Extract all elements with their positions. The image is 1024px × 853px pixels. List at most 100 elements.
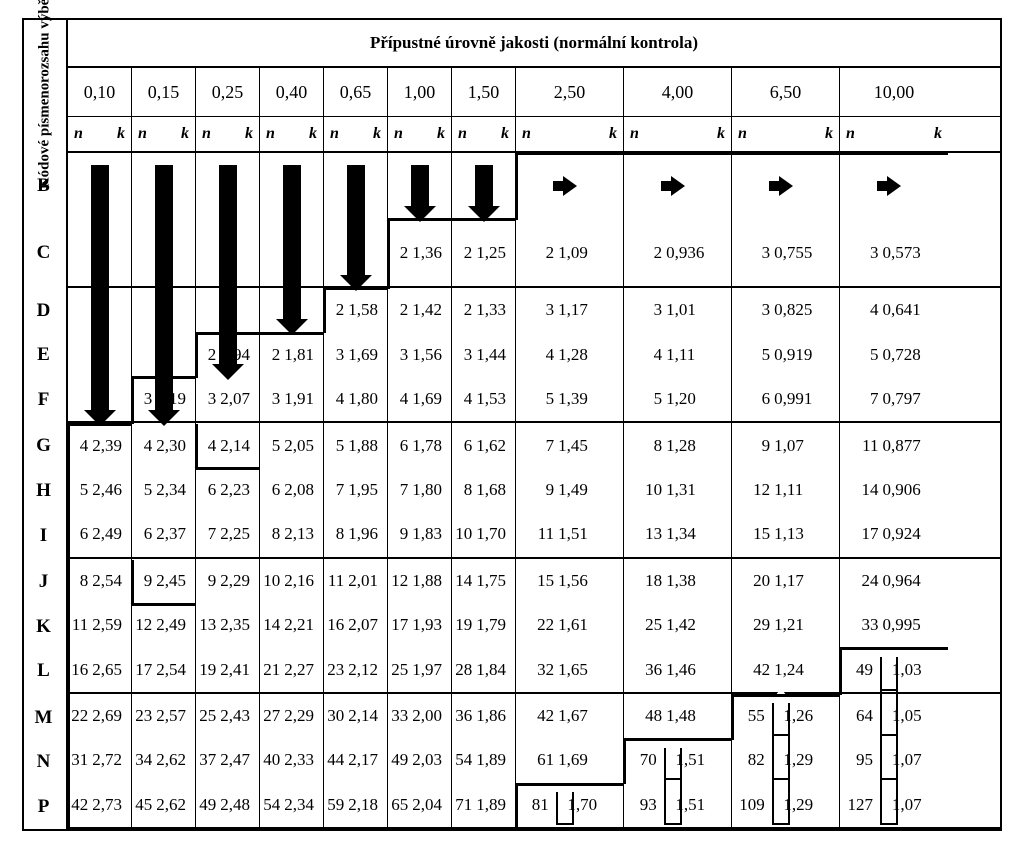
cell-k-value: 1,67 bbox=[556, 694, 623, 738]
cell-n-value: 54 bbox=[452, 738, 474, 782]
cell-n-value: 4 bbox=[388, 377, 410, 421]
cell-k-value: 1,91 bbox=[282, 377, 323, 421]
table-cell: 102,16 bbox=[260, 559, 324, 603]
cell-n-value: 15 bbox=[516, 559, 556, 603]
n-label: n bbox=[260, 117, 292, 151]
cell-n-value: 8 bbox=[624, 423, 664, 467]
cell-n-value: 49 bbox=[388, 738, 410, 782]
cell-k-value: 2,34 bbox=[154, 468, 195, 512]
table-cell: 82,13 bbox=[260, 512, 324, 556]
arrow-up-open-icon bbox=[664, 748, 682, 825]
cell-n-value: 49 bbox=[840, 647, 875, 691]
cell-n-value: 9 bbox=[516, 468, 556, 512]
cell-k-value: 1,70 bbox=[474, 512, 515, 556]
cell-n-value: 17 bbox=[840, 512, 881, 556]
cell-n-value: 12 bbox=[732, 468, 772, 512]
cell-k-value: 1,20 bbox=[664, 377, 731, 421]
table-cell: 201,17 bbox=[732, 559, 840, 603]
cell-n-value: 4 bbox=[324, 377, 346, 421]
cell-k-value: 1,80 bbox=[410, 468, 451, 512]
cell-k-value: 1,97 bbox=[410, 647, 451, 691]
cell-n-value: 55 bbox=[732, 694, 767, 738]
table-cell: 21,42 bbox=[388, 288, 452, 332]
table-row: 422,73452,62492,48542,34592,18652,04711,… bbox=[68, 783, 1000, 827]
cell-n-value: 7 bbox=[388, 468, 410, 512]
n-label: n bbox=[68, 117, 100, 151]
table-cell: 40,641 bbox=[840, 288, 948, 332]
table-cell: 122,49 bbox=[132, 603, 196, 647]
cell-k-value: 1,31 bbox=[664, 468, 731, 512]
cell-k-value: 2,07 bbox=[218, 377, 259, 421]
table-cell: 162,07 bbox=[324, 603, 388, 647]
table-cell: 21,58 bbox=[324, 288, 388, 332]
cell-k-value: 2,16 bbox=[282, 559, 323, 603]
cell-n-value: 13 bbox=[624, 512, 664, 556]
cell-k-value: 1,51 bbox=[556, 512, 623, 556]
table-row: 112,59122,49132,35142,21162,07171,93191,… bbox=[68, 603, 1000, 647]
n-label: n bbox=[732, 117, 786, 151]
cell-n-value: 49 bbox=[196, 783, 218, 827]
cell-k-value: 1,21 bbox=[772, 603, 839, 647]
cell-k-value: 1,80 bbox=[346, 377, 387, 421]
cell-k-value: 1,42 bbox=[664, 603, 731, 647]
cell-k-value: 1,11 bbox=[664, 333, 731, 377]
cell-n-value: 82 bbox=[732, 738, 767, 782]
row-labels-strip: BCDEFGHIJKLMNP bbox=[22, 153, 66, 829]
cell-k-value: 1,46 bbox=[664, 647, 731, 691]
table-cell: 42,30 bbox=[132, 423, 196, 467]
cell-k-value: 2,57 bbox=[154, 694, 195, 738]
column-header: 2,50 bbox=[516, 68, 624, 116]
table-frame: Kódové písmeno rozsahu výběru Přípustné … bbox=[22, 18, 1002, 831]
cell-n-value: 8 bbox=[68, 559, 90, 603]
arrow-down-icon bbox=[283, 165, 301, 321]
cell-k-value: 2,23 bbox=[218, 468, 259, 512]
nk-subheader-row: nknknknknknknknknknknk bbox=[68, 117, 1000, 153]
table-cell: 71,95 bbox=[324, 468, 388, 512]
nk-subheader-cell: nk bbox=[388, 117, 452, 151]
cell-n-value: 3 bbox=[324, 333, 346, 377]
cell-k-value: 2,03 bbox=[410, 738, 451, 782]
table-row: 52,4652,3462,2362,0871,9571,8081,6891,49… bbox=[68, 468, 1000, 512]
arrow-down-icon bbox=[475, 165, 493, 208]
cell-k-value: 1,28 bbox=[556, 333, 623, 377]
cell-k-value: 2,04 bbox=[410, 783, 451, 827]
cell-k-value: 1,49 bbox=[556, 468, 623, 512]
arrow-right-icon bbox=[563, 176, 577, 196]
table-cell: 30,755 bbox=[732, 220, 840, 287]
cell-n-value: 2 bbox=[388, 220, 410, 287]
cell-n-value: 30 bbox=[324, 694, 346, 738]
table-cell: 542,34 bbox=[260, 783, 324, 827]
table-cell: 62,08 bbox=[260, 468, 324, 512]
cell-n-value: 11 bbox=[516, 512, 556, 556]
cell-n-value: 25 bbox=[388, 647, 410, 691]
table-cell: 32,07 bbox=[196, 377, 260, 421]
cell-k-value: 2,29 bbox=[218, 559, 259, 603]
cell-k-value: 1,38 bbox=[664, 559, 731, 603]
cell-k-value: 1,78 bbox=[410, 423, 451, 467]
cell-n-value: 5 bbox=[324, 423, 346, 467]
cell-n-value: 40 bbox=[260, 738, 282, 782]
cell-k-value: 2,34 bbox=[282, 783, 323, 827]
column-header: 0,15 bbox=[132, 68, 196, 116]
table-cell bbox=[516, 153, 624, 220]
cell-k-value: 2,39 bbox=[90, 423, 131, 467]
table-cell: 91,07 bbox=[732, 423, 840, 467]
cell-k-value: 2,41 bbox=[218, 647, 259, 691]
cell-n-value: 2 bbox=[260, 333, 282, 377]
cell-n-value: 4 bbox=[516, 333, 556, 377]
row-label: L bbox=[22, 649, 66, 694]
table-cell: 50,728 bbox=[840, 333, 948, 377]
cell-n-value: 14 bbox=[452, 559, 474, 603]
cell-k-value: 1,07 bbox=[890, 783, 948, 827]
cell-k-value: 1,48 bbox=[664, 694, 731, 738]
cell-k-value: 1,51 bbox=[673, 783, 731, 827]
table-cell: 111,51 bbox=[516, 512, 624, 556]
table-cell: 42,14 bbox=[196, 423, 260, 467]
cell-k-value: 1,53 bbox=[474, 377, 515, 421]
cell-n-value: 3 bbox=[732, 288, 772, 332]
table-cell: 60,991 bbox=[732, 377, 840, 421]
cell-n-value: 7 bbox=[516, 423, 556, 467]
cell-k-value: 2,59 bbox=[90, 603, 131, 647]
n-label: n bbox=[624, 117, 678, 151]
cell-k-value: 2,49 bbox=[90, 512, 131, 556]
